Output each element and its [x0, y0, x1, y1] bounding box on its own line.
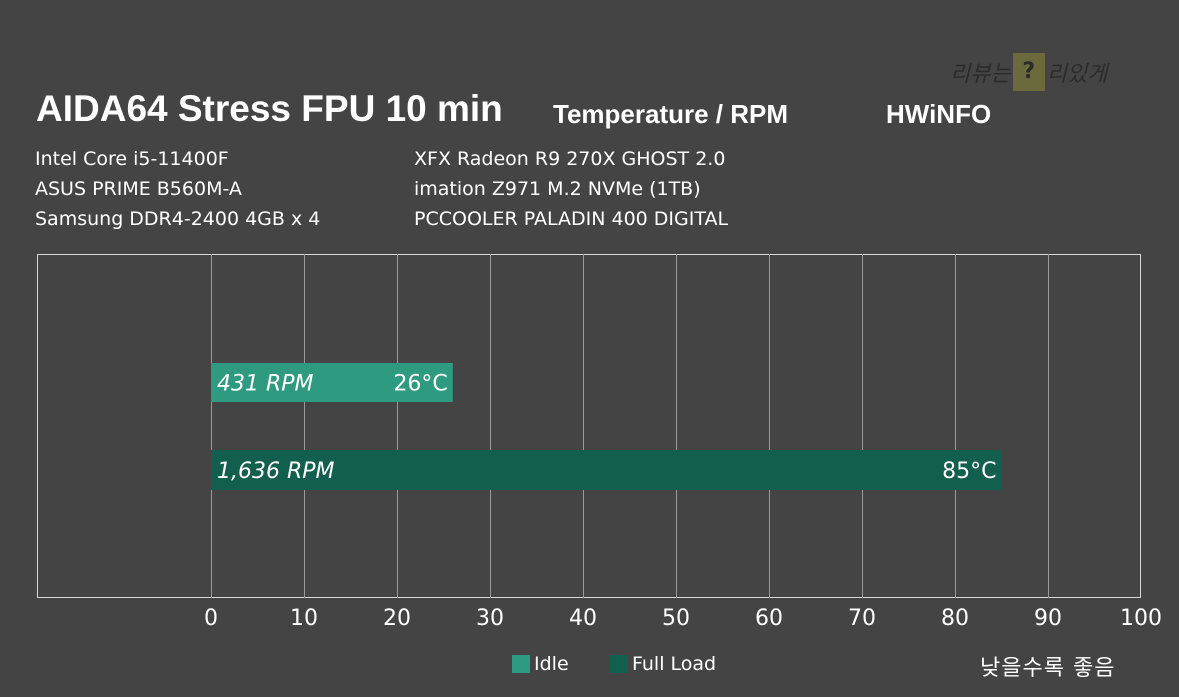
- spec-gpu: XFX Radeon R9 270X GHOST 2.0: [414, 148, 726, 170]
- legend-swatch-full-load: [610, 655, 628, 673]
- spec-cooler: PCCOOLER PALADIN 400 DIGITAL: [414, 208, 729, 230]
- bar-value-label-idle: 26°C: [393, 372, 447, 397]
- x-tick-label-50: 50: [662, 606, 690, 631]
- x-tick-label-40: 40: [569, 606, 597, 631]
- watermark-logo-icon: ?: [1012, 53, 1045, 91]
- legend-swatch-idle: [512, 655, 530, 673]
- x-tick-label-20: 20: [383, 606, 411, 631]
- spec-cpu: Intel Core i5-11400F: [35, 148, 229, 170]
- legend-item-idle: Idle: [512, 653, 569, 675]
- spec-storage: imation Z971 M.2 NVMe (1TB): [414, 178, 701, 200]
- x-tick-label-30: 30: [476, 606, 504, 631]
- bar-rpm-label-idle: 431 RPM: [217, 372, 314, 397]
- watermark-text-right: 리있게: [1046, 62, 1108, 87]
- spec-motherboard: ASUS PRIME B560M-A: [35, 178, 242, 200]
- x-tick-label-10: 10: [290, 606, 318, 631]
- x-tick-label-70: 70: [848, 606, 876, 631]
- x-tick-label-60: 60: [755, 606, 783, 631]
- watermark: 리뷰는 ? 리있게: [950, 53, 1107, 91]
- legend-label-full-load: Full Load: [632, 653, 717, 675]
- lower-is-better-note: 낮을수록 좋음: [980, 656, 1116, 681]
- x-tick-label-0: 0: [204, 606, 218, 631]
- source-label: HWiNFO: [886, 99, 992, 129]
- spec-memory: Samsung DDR4-2400 4GB x 4: [35, 208, 321, 230]
- chart-subtitle: Temperature / RPM: [553, 99, 789, 129]
- x-tick-label-90: 90: [1034, 606, 1062, 631]
- chart-title: AIDA64 Stress FPU 10 min: [36, 88, 503, 129]
- bar-full-load: [211, 450, 1002, 490]
- legend-item-full-load: Full Load: [610, 653, 716, 675]
- bar-rpm-label-full-load: 1,636 RPM: [217, 459, 335, 484]
- bar-idle: [211, 363, 453, 402]
- watermark-text-left: 리뷰는: [950, 62, 1011, 87]
- legend-label-idle: Idle: [534, 653, 569, 675]
- x-tick-label-100: 100: [1120, 606, 1162, 631]
- plot-area: [37, 254, 1141, 598]
- bar-value-label-full-load: 85°C: [942, 459, 996, 484]
- x-tick-label-80: 80: [941, 606, 969, 631]
